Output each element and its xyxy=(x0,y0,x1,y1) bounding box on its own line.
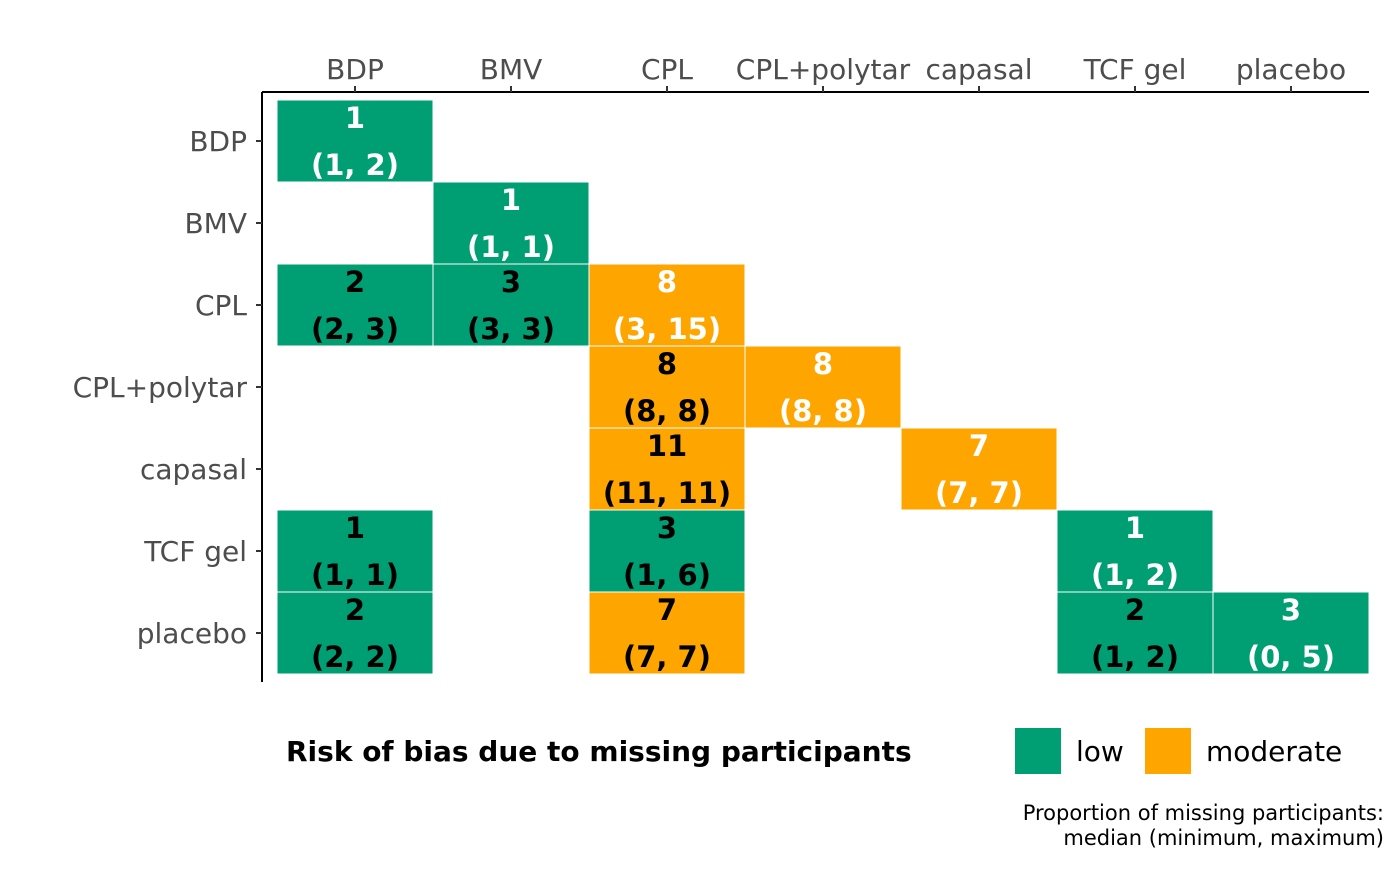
caption-line: median (minimum, maximum) xyxy=(1063,826,1384,850)
cell-tile xyxy=(432,181,590,265)
cell-range-label: (8, 8) xyxy=(623,394,711,428)
heatmap-cell-placebo-tcf-gel: 2 (1, 2) xyxy=(1056,591,1214,675)
cell-range-label: (1, 2) xyxy=(1091,558,1179,592)
x-tick-label-cpl-polytar: CPL+polytar xyxy=(736,53,911,86)
heatmap-cell-bmv-bmv: 1 (1, 1) xyxy=(432,181,590,265)
cell-tile xyxy=(276,591,434,675)
y-tick-label-placebo: placebo xyxy=(137,617,247,650)
y-tick-label-cpl: CPL xyxy=(195,289,247,322)
y-tick-label-cpl-polytar: CPL+polytar xyxy=(73,371,248,404)
cell-median-label: 7 xyxy=(969,429,989,463)
heatmap-cell-cpl-polytar-cpl-polytar: 8 (8, 8) xyxy=(744,345,902,429)
cells-layer: 1(1, 2)1(1, 1)2(2, 3)3(3, 3)8(3, 15)8(8,… xyxy=(276,99,1370,675)
heatmap-cell-cpl-bdp: 2 (2, 3) xyxy=(276,263,434,347)
heatmap-cell-cpl-bmv: 3 (3, 3) xyxy=(432,263,590,347)
cell-median-label: 8 xyxy=(657,347,677,381)
heatmap-cell-placebo-placebo: 3 (0, 5) xyxy=(1212,591,1370,675)
cell-tile xyxy=(276,509,434,593)
cell-tile xyxy=(1056,509,1214,593)
cell-median-label: 3 xyxy=(657,511,677,545)
heatmap-cell-bdp-bdp: 1 (1, 2) xyxy=(276,99,434,183)
heatmap-cell-placebo-bdp: 2 (2, 2) xyxy=(276,591,434,675)
cell-tile xyxy=(432,263,590,347)
cell-range-label: (1, 2) xyxy=(1091,640,1179,674)
cell-median-label: 3 xyxy=(1281,593,1301,627)
legend-key-swatch xyxy=(1145,728,1191,774)
axes-layer: BDP BMV CPL CPL+polytar capasal TCF gel placeb… xyxy=(73,53,1369,682)
cell-range-label: (2, 2) xyxy=(311,640,399,674)
x-tick-label-cpl: CPL xyxy=(641,53,693,86)
heatmap-cell-tcf-gel-bdp: 1 (1, 1) xyxy=(276,509,434,593)
y-tick-label-bmv: BMV xyxy=(184,207,247,240)
cell-range-label: (1, 2) xyxy=(311,148,399,182)
legend-label: low xyxy=(1076,735,1124,768)
legend-key-swatch xyxy=(1015,728,1061,774)
caption-line: Proportion of missing participants: xyxy=(1023,801,1384,825)
cell-range-label: (2, 3) xyxy=(311,312,399,346)
cell-range-label: (0, 5) xyxy=(1247,640,1335,674)
x-tick-label-bdp: BDP xyxy=(326,53,384,86)
cell-range-label: (1, 1) xyxy=(467,230,555,264)
x-tick-label-placebo: placebo xyxy=(1236,53,1346,86)
cell-range-label: (11, 11) xyxy=(603,476,731,510)
legend-label: moderate xyxy=(1206,735,1342,768)
cell-range-label: (8, 8) xyxy=(779,394,867,428)
heatmap-cell-tcf-gel-tcf-gel: 1 (1, 2) xyxy=(1056,509,1214,593)
heatmap-cell-tcf-gel-cpl: 3 (1, 6) xyxy=(588,509,746,593)
cell-median-label: 1 xyxy=(345,101,365,135)
y-tick-label-capasal: capasal xyxy=(140,453,247,486)
cell-range-label: (3, 3) xyxy=(467,312,555,346)
cell-range-label: (1, 1) xyxy=(311,558,399,592)
cell-tile xyxy=(1212,591,1370,675)
cell-tile xyxy=(276,263,434,347)
cell-median-label: 8 xyxy=(813,347,833,381)
cell-median-label: 1 xyxy=(1125,511,1145,545)
y-tick-label-bdp: BDP xyxy=(189,125,247,158)
heatmap-cell-capasal-capasal: 7 (7, 7) xyxy=(900,427,1058,511)
cell-median-label: 2 xyxy=(345,593,365,627)
cell-median-label: 2 xyxy=(1125,593,1145,627)
x-tick-label-bmv: BMV xyxy=(480,53,543,86)
cell-tile xyxy=(276,99,434,183)
cell-tile xyxy=(588,591,746,675)
legend-entry-moderate: moderate xyxy=(1145,728,1342,774)
cell-median-label: 2 xyxy=(345,265,365,299)
cell-median-label: 7 xyxy=(657,593,677,627)
y-tick-label-tcf-gel: TCF gel xyxy=(143,535,247,568)
cell-range-label: (3, 15) xyxy=(613,312,721,346)
caption-layer: Proportion of missing participants:media… xyxy=(1023,801,1384,850)
x-tick-label-capasal: capasal xyxy=(925,53,1032,86)
cell-tile xyxy=(588,345,746,429)
heatmap-cell-placebo-cpl: 7 (7, 7) xyxy=(588,591,746,675)
cell-median-label: 1 xyxy=(501,183,521,217)
cell-median-label: 3 xyxy=(501,265,521,299)
heatmap-cell-capasal-cpl: 11 (11, 11) xyxy=(588,427,746,511)
legend-entry-low: low xyxy=(1015,728,1124,774)
heatmap-cell-cpl-cpl: 8 (3, 15) xyxy=(588,263,746,347)
heatmap-cell-cpl-polytar-cpl: 8 (8, 8) xyxy=(588,345,746,429)
cell-tile xyxy=(1056,591,1214,675)
cell-range-label: (1, 6) xyxy=(623,558,711,592)
cell-median-label: 8 xyxy=(657,265,677,299)
cell-tile xyxy=(744,345,902,429)
legend-title: Risk of bias due to missing participants xyxy=(286,735,912,768)
cell-range-label: (7, 7) xyxy=(623,640,711,674)
cell-range-label: (7, 7) xyxy=(935,476,1023,510)
cell-tile xyxy=(588,263,746,347)
legend-layer: Risk of bias due to missing participants… xyxy=(286,728,1342,774)
x-tick-label-tcf-gel: TCF gel xyxy=(1083,53,1187,86)
cell-tile xyxy=(588,427,746,511)
cell-median-label: 11 xyxy=(647,429,687,463)
cell-tile xyxy=(900,427,1058,511)
cell-median-label: 1 xyxy=(345,511,365,545)
cell-tile xyxy=(588,509,746,593)
